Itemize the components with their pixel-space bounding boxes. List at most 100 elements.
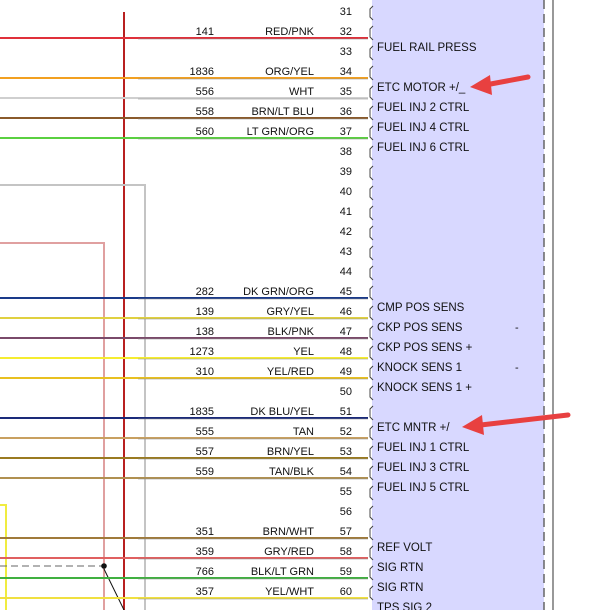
wire-color-label: GRY/RED: [264, 546, 314, 558]
pin-cavity-39: [369, 165, 374, 181]
pin-cavity-49: [369, 365, 374, 381]
pin-cavity-42: [369, 225, 374, 241]
splice-leader: [103, 568, 125, 610]
pin-number: 46: [340, 306, 352, 318]
circuit-number: 310: [196, 366, 214, 378]
pin-number: 52: [340, 426, 352, 438]
pin-number: 41: [340, 206, 352, 218]
circuit-number: 555: [196, 426, 214, 438]
pin-function-label: CMP POS SENS: [377, 302, 465, 314]
pin-number: 57: [340, 526, 352, 538]
callout-arrows: [462, 74, 571, 435]
pin-cavity-31: [369, 5, 374, 21]
pin-function-label: CKP POS SENS: [377, 322, 463, 334]
circuit-number: 556: [196, 86, 214, 98]
pin-function-label: SIG RTN: [377, 562, 423, 574]
pin-cavity-41: [369, 205, 374, 221]
splice-dot: [101, 563, 107, 569]
pin-cavity-46: [369, 305, 374, 321]
pin-function-label: FUEL RAIL PRESS: [377, 42, 477, 54]
circuit-number: 139: [196, 306, 214, 318]
wire-lines: [0, 37, 368, 600]
gray-loop-wire: [0, 184, 146, 610]
pin-function-label: FUEL INJ 4 CTRL: [377, 122, 470, 134]
pin-cavity-54: [369, 465, 374, 481]
circuit-number: 138: [196, 326, 214, 338]
pin-cavity-51: [369, 405, 374, 421]
pin-number: 31: [340, 6, 352, 18]
pin-number: 37: [340, 126, 352, 138]
pin-number: 60: [340, 586, 352, 598]
pin-cavity-59: [369, 565, 374, 581]
circuit-number: 359: [196, 546, 214, 558]
callout-arrow-head: [462, 415, 484, 435]
pin-cavity-34: [369, 65, 374, 81]
pin-function-label: ETC MOTOR +/_: [377, 82, 466, 94]
pin-number: 39: [340, 166, 352, 178]
pin-cavity-40: [369, 185, 374, 201]
circuit-number: 1273: [190, 346, 214, 358]
circuit-number: 351: [196, 526, 214, 538]
pin-number: 47: [340, 326, 352, 338]
wire-color-label: DK GRN/ORG: [243, 286, 314, 298]
pin-cavity-53: [369, 445, 374, 461]
pin-cavity-43: [369, 245, 374, 261]
pin-number: 58: [340, 546, 352, 558]
wire-color-label: WHT: [289, 86, 314, 98]
circuit-number: 1835: [190, 406, 214, 418]
circuit-number: 557: [196, 446, 214, 458]
pin-cavity-50: [369, 385, 374, 401]
pin-cavity-32: [369, 25, 374, 41]
pin-function-suffix: -: [515, 322, 519, 334]
wire-color-label: TAN/BLK: [269, 466, 315, 478]
pin-number: 36: [340, 106, 352, 118]
pin-number: 50: [340, 386, 352, 398]
pin-function-label: KNOCK SENS 1: [377, 362, 462, 374]
wire-color-label: TAN: [293, 426, 314, 438]
pin-number: 38: [340, 146, 352, 158]
circuit-number: 357: [196, 586, 214, 598]
pin-number: 34: [340, 66, 352, 78]
wire-color-label: GRY/YEL: [267, 306, 315, 318]
pin-function-label: CKP POS SENS +: [377, 342, 473, 354]
wire-color-label: YEL/WHT: [265, 586, 314, 598]
wire-color-label: RED/PNK: [265, 26, 315, 38]
pink-loop-wire: [0, 242, 105, 610]
pin-cavity-37: [369, 125, 374, 141]
pin-number: 33: [340, 46, 352, 58]
wire-color-label: ORG/YEL: [265, 66, 314, 78]
pin-cavity-44: [369, 265, 374, 281]
circuit-number: 558: [196, 106, 214, 118]
wire-color-label: BRN/LT BLU: [251, 106, 314, 118]
pin-function-label: FUEL INJ 5 CTRL: [377, 482, 470, 494]
circuit-number: 141: [196, 26, 214, 38]
circuit-number: 766: [196, 566, 214, 578]
pin-cavity-35: [369, 85, 374, 101]
pin-function-label: FUEL INJ 2 CTRL: [377, 102, 470, 114]
pin-function-label: KNOCK SENS 1 +: [377, 382, 472, 394]
callout-arrow-shaft: [469, 412, 571, 429]
wire-color-label: BLK/LT GRN: [251, 566, 314, 578]
circuit-number: 559: [196, 466, 214, 478]
wire-color-label: DK BLU/YEL: [250, 406, 314, 418]
pin-number: 59: [340, 566, 352, 578]
pin-function-label: SIG RTN: [377, 582, 423, 594]
wire-color-label: YEL: [293, 346, 314, 358]
pin-cavity-60: [369, 585, 374, 601]
pin-labels: 31 32 141 RED/PNK FUEL RAIL PRESS 33 34 1836 ORG…: [190, 5, 519, 610]
pin-function-label: TPS SIG 2: [377, 602, 432, 610]
wire-color-label: BRN/YEL: [267, 446, 314, 458]
pin-number: 43: [340, 246, 352, 258]
pin-cavity-58: [369, 545, 374, 561]
wire-color-label: BRN/WHT: [263, 526, 315, 538]
pin-function-label: FUEL INJ 3 CTRL: [377, 462, 470, 474]
pin-function-label: FUEL INJ 6 CTRL: [377, 142, 470, 154]
pin-cavity-38: [369, 145, 374, 161]
circuit-number: 282: [196, 286, 214, 298]
pin-cavity-45: [369, 285, 374, 301]
pin-number: 51: [340, 406, 352, 418]
pin-function-label: FUEL INJ 1 CTRL: [377, 442, 470, 454]
pin-function-suffix: -: [515, 362, 519, 374]
pin-number: 32: [340, 26, 352, 38]
